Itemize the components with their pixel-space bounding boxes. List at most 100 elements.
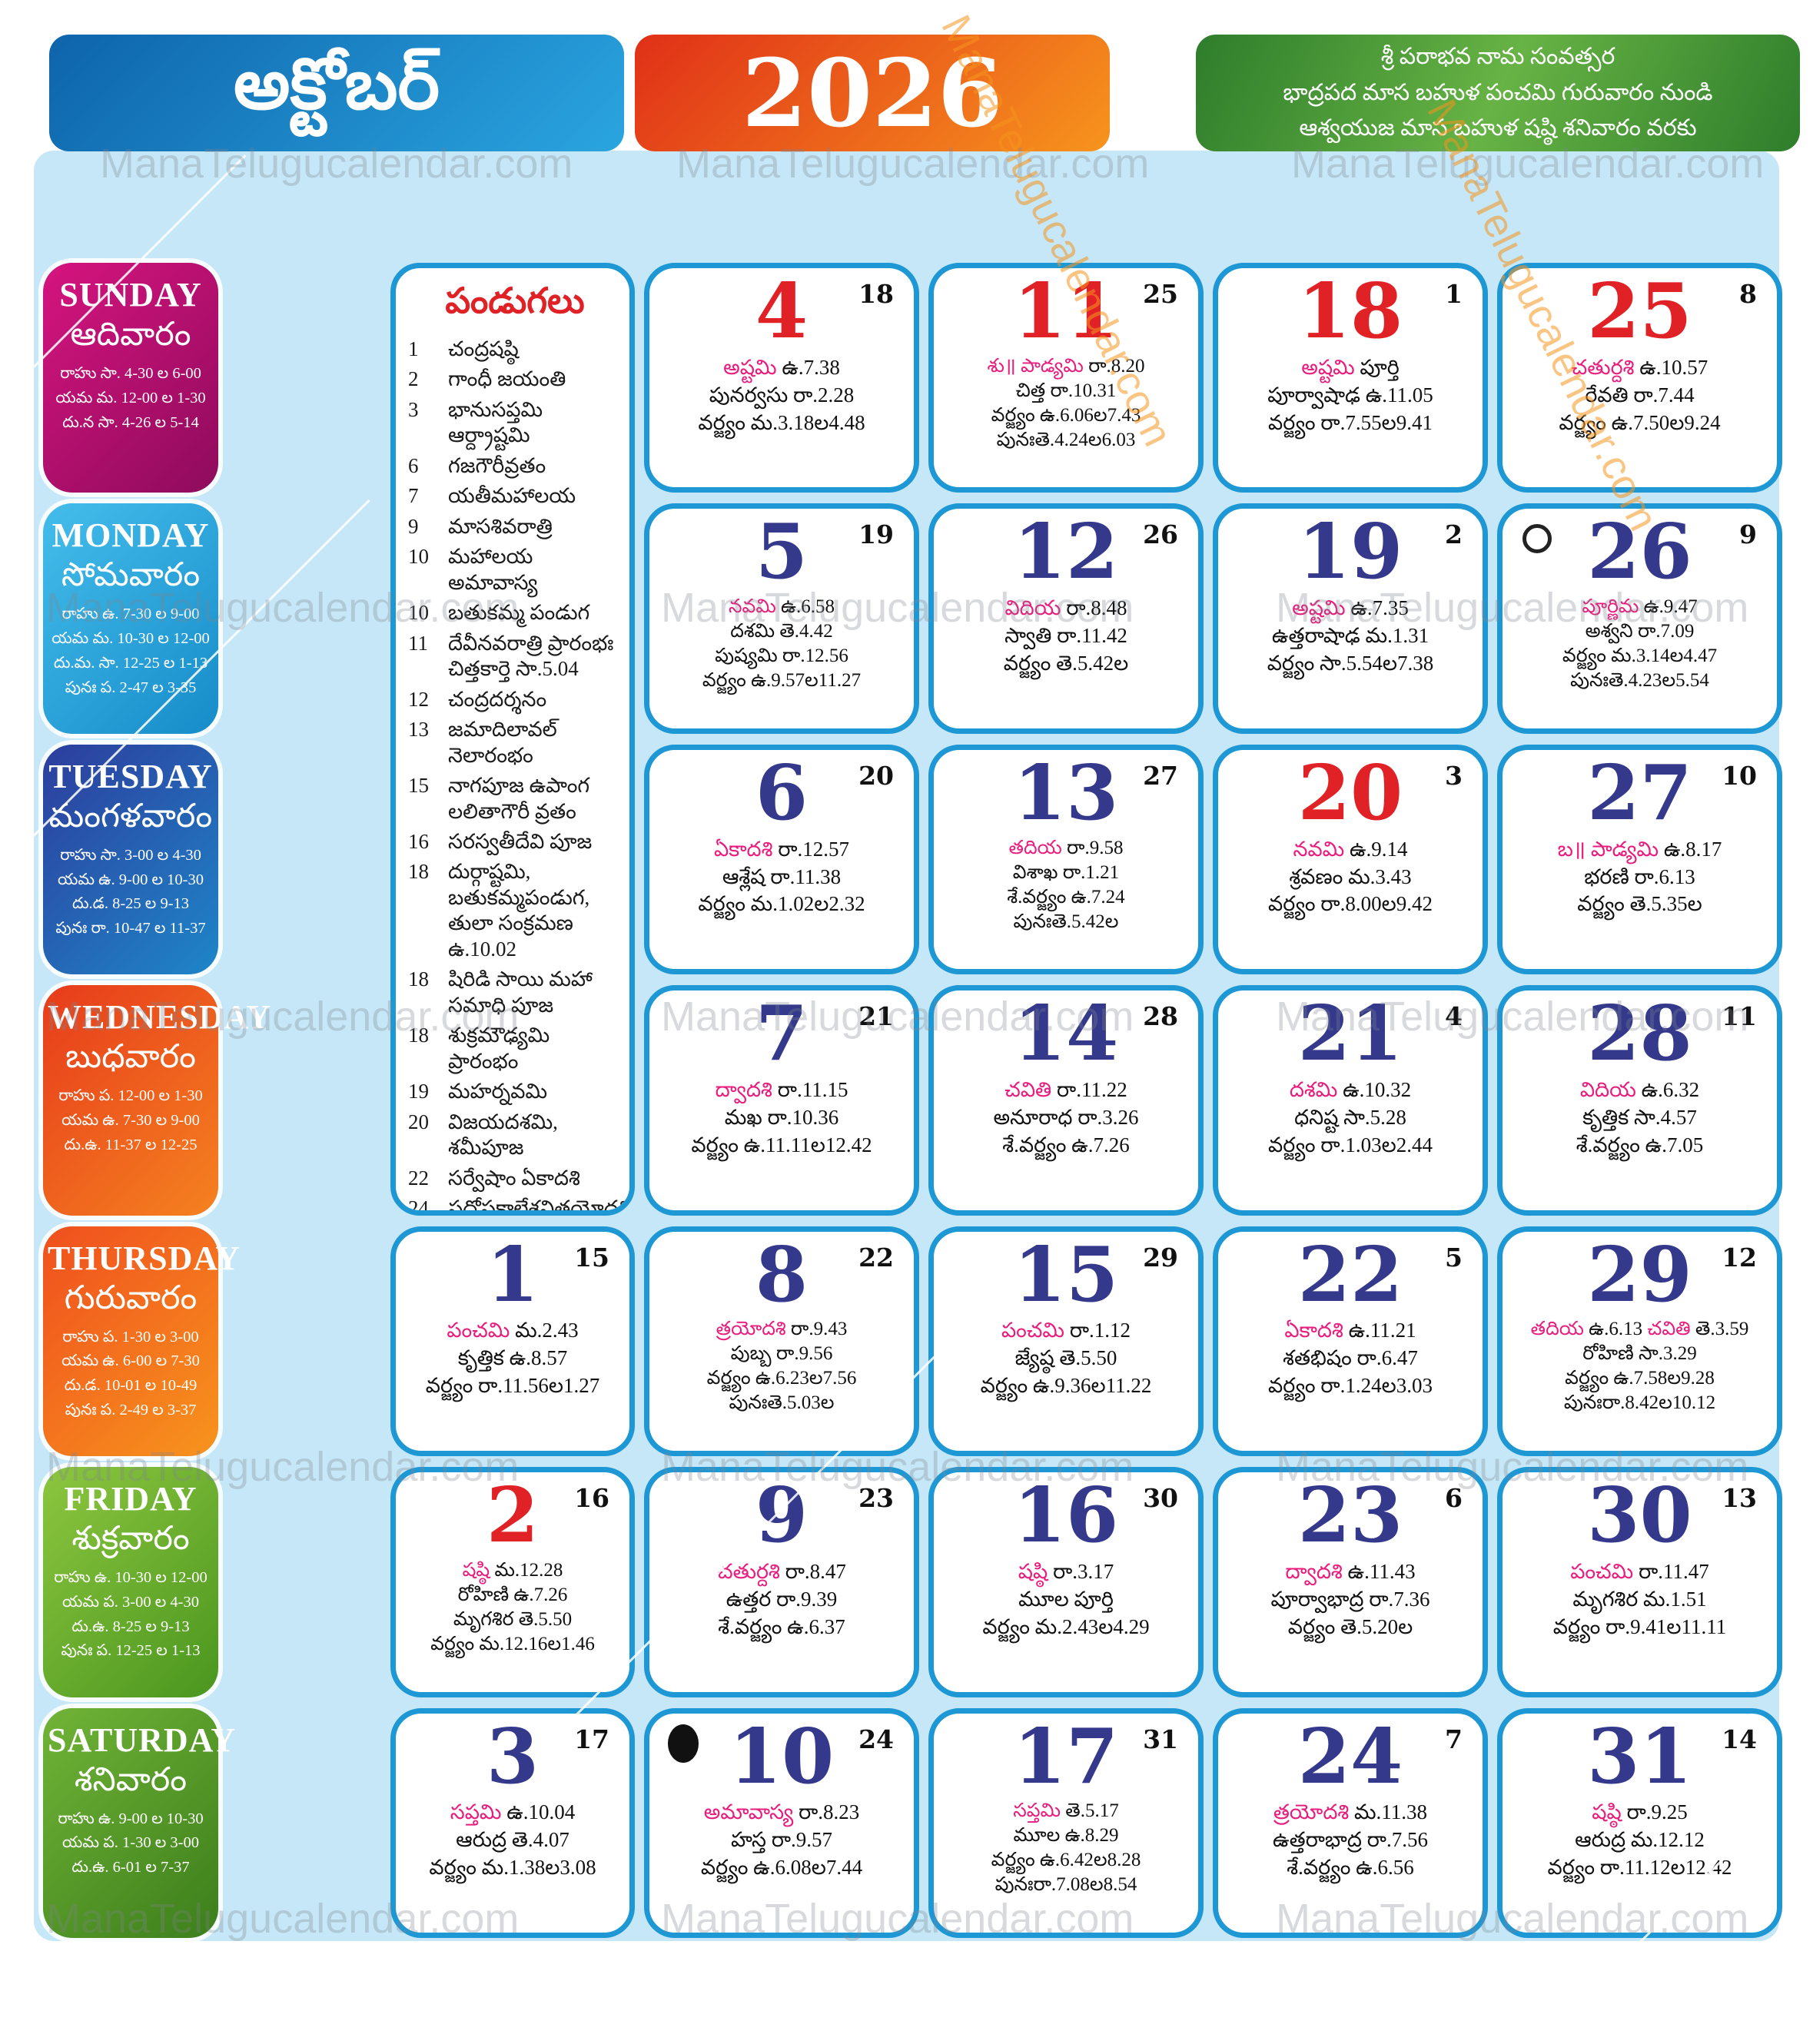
festival-item: 18 దుర్గాష్టమి, బతుకమ్మపండుగ, తులా సంక్రమ… [408,859,622,962]
panchangam-text: ఆశ్లేష రా.11.38 [722,864,842,888]
samvatsara-line-2: భాద్రపద మాస బహుళ పంచమి గురువారం నుండి [1283,79,1713,105]
weekday-timing-line: రాహు సా. 4-30 ల 6-00 [60,365,201,382]
festival-item: 19 మహర్నవమి [408,1079,622,1104]
panchangam-text: రా.11.22 [1051,1078,1127,1102]
festival-name: చంద్రదర్శనం [448,687,547,711]
panchangam-lines: త్రయోదశి రా.9.43 పుబ్బ రా.9.56 వర్జ్యం ఉ.6… [649,1317,914,1415]
corner-number: 21 [858,1001,894,1032]
panchangam-text: అశ్వని రా.7.09 [1585,621,1695,642]
festival-date: 12 [408,687,429,711]
weekday-timing-line: రాహు ఉ. 10-30 ల 12-00 [54,1569,208,1587]
panchangam-lines: చవితి రా.11.22 అనూరాధ రా.3.26 శే.వర్జ్యం ఉ… [934,1077,1198,1160]
panchangam-line: జ్యేష్ఠ తె.5.50 [934,1345,1198,1372]
panchangam-line: విదియ ఉ.6.32 [1503,1077,1777,1104]
panchangam-text: విశాఖ రా.1.21 [1012,861,1120,883]
weekday-timing-line: దు.న సా. 4-26 ల 5-14 [62,413,199,431]
panchangam-lines: విదియ ఉ.6.32 కృత్తిక సా.4.57 శే.వర్జ్యం ఉ.… [1503,1077,1777,1160]
panchangam-line: పునఃతె.4.23ల5.54 [1503,669,1777,693]
panchangam-text: ఆరుద్ర తె.4.07 [456,1828,569,1852]
panchangam-line: వర్జ్యం ఉ.6.08ల7.44 [649,1854,914,1882]
panchangam-line: రోహిణి ఉ.7.26 [396,1583,629,1608]
panchangam-lines: ఏకాదశి రా.12.57 ఆశ్లేష రా.11.38 వర్జ్యం మ.… [649,836,914,919]
date-cell-27: 10 27 బ॥ పాడ్యమి ఉ.8.17 భరణి రా.6.13 వర్జ్యం… [1497,744,1782,975]
panchangam-text: ఉ.8.17 [1659,837,1722,861]
corner-number: 8 [1739,279,1757,309]
panchangam-line: చవితి రా.11.22 [934,1077,1198,1104]
festival-name: గాంధీ జయంతి [448,367,566,391]
festival-name: మహర్నవమి [448,1080,548,1103]
year-title-box: 2026 [635,35,1110,151]
panchangam-line: ఆశ్లేష రా.11.38 [649,864,914,891]
panchangam-line: కృత్తిక ఉ.8.57 [396,1345,629,1372]
festival-item: 13 జమాదిలావల్ నెలారంభం [408,717,622,768]
weekday-name-te: మంగళవారం [48,798,213,835]
panchangam-text: రా.8.47 [779,1559,846,1583]
weekday-name-en: FRIDAY [64,1480,198,1518]
corner-number: 5 [1445,1242,1463,1273]
festival-name: సర్వేషాం ఏకాదశి [448,1166,580,1190]
weekday-timing-line: పునః ప. 2-49 ల 3-37 [65,1401,197,1419]
panchangam-text: వర్జ్యం రా.8.00ల9.42 [1268,892,1433,916]
tithi-name: విదియ [1004,596,1061,620]
weekday-name-en: SUNDAY [59,276,202,314]
date-number: 15 [1013,1230,1119,1319]
panchangam-lines: షష్ఠి రా.3.17 మూల పూర్తి వర్జ్యం మ.2.43ల4.… [934,1558,1198,1641]
panchangam-line: శే.వర్జ్యం ఉ.6.37 [649,1614,914,1641]
panchangam-line: సప్తమి తె.5.17 [934,1799,1198,1823]
panchangam-text: వర్జ్యం ఉ.7.50ల9.24 [1559,410,1721,434]
panchangam-text: కృత్తిక సా.4.57 [1582,1105,1697,1129]
corner-number: 1 [1445,279,1463,309]
panchangam-text: వర్జ్యం ఉ.7.58ల9.28 [1565,1368,1715,1389]
panchangam-text: వర్జ్యం ఉ.6.42ల8.28 [991,1850,1141,1871]
corner-number: 19 [858,519,894,550]
panchangam-line: వర్జ్యం రా.9.41ల11.11 [1503,1614,1777,1641]
corner-number: 11 [1722,1001,1757,1032]
panchangam-line: పంచమి రా.1.12 [934,1317,1198,1345]
weekday-timing-line: దు.ఉ. 8-25 ల 9-13 [71,1618,190,1635]
festivals-list: 1 చంద్రషష్ఠి 2 గాంధీ జయంతి 3 భానుసప్తమి ఆర్ద్… [408,337,629,1210]
weekday-name-en: TUESDAY [48,757,213,795]
tithi-name: శు॥ పాడ్యమి [987,355,1084,377]
date-number: 13 [1013,748,1119,838]
panchangam-line: పూర్ణిమ ఉ.9.47 [1503,595,1777,619]
panchangam-line: సప్తమి ఉ.10.04 [396,1799,629,1827]
panchangam-text: ఉ.6.32 [1635,1078,1700,1102]
panchangam-line: శే.వర్జ్యం ఉ.7.26 [934,1132,1198,1160]
panchangam-line: పూర్వాషాఢ ఉ.11.05 [1218,382,1483,410]
festival-date: 18 [408,967,429,991]
panchangam-text: పుష్యమి రా.12.56 [715,645,848,667]
panchangam-line: వర్జ్యం రా.11.56ల1.27 [396,1372,629,1400]
panchangam-line: దశమి తె.4.42 [649,619,914,644]
full-moon-icon [1522,524,1552,554]
date-cell-24: 7 24 త్రయోదశి మ.11.38 ఉత్తరాభాద్ర రా.7.56 శే… [1213,1707,1488,1938]
panchangam-text: మృగశిర మ.1.51 [1572,1587,1707,1611]
weekday-name-en: THURSDAY [48,1239,241,1277]
panchangam-line: రేవతి రా.7.44 [1503,382,1777,410]
panchangam-lines: అష్టమి ఉ.7.35 ఉత్తరాషాఢ మ.1.31 వర్జ్యం సా.… [1218,595,1483,678]
festival-date: 16 [408,829,429,853]
tithi-name: త్రయోదశి [716,1319,786,1340]
festival-item: 10 మహాలయ అమావాస్య [408,544,622,596]
panchangam-line: వర్జ్యం మ.12.16ల1.46 [396,1632,629,1657]
date-cell-28: 11 28 విదియ ఉ.6.32 కృత్తిక సా.4.57 శే.వర్జ్య… [1497,985,1782,1216]
panchangam-line: వర్జ్యం తె.5.20ల [1218,1614,1483,1641]
panchangam-text: మఖ రా.10.36 [724,1105,839,1129]
panchangam-text: పునర్వసు రా.2.28 [709,383,855,406]
panchangam-text: భరణి రా.6.13 [1584,864,1695,888]
panchangam-text: కృత్తిక ఉ.8.57 [457,1346,568,1370]
samvatsara-info-box: శ్రీ పరాభవ నామ సంవత్సర భాద్రపద మాస బహుళ … [1196,35,1800,151]
panchangam-text: పూర్తి [1354,355,1400,379]
corner-number: 17 [574,1724,609,1754]
date-cell-21: 4 21 దశమి ఉ.10.32 ధనిష్ట సా.5.28 వర్జ్యం రా.… [1213,985,1488,1216]
weekday-timing-line: పునః రా. 10-47 ల 11-37 [55,920,206,937]
date-cell-18: 1 18 అష్టమి పూర్తి పూర్వాషాఢ ఉ.11.05 వర్జ్యం… [1213,263,1488,493]
weekday-name-te: సోమవారం [61,557,201,594]
corner-number: 20 [858,760,894,791]
panchangam-text: రేవతి రా.7.44 [1585,383,1695,406]
date-number: 7 [755,990,809,1079]
panchangam-text: వర్జ్యం మ.1.02ల2.32 [698,892,865,916]
panchangam-line: వర్జ్యం రా.7.55ల9.41 [1218,410,1483,437]
panchangam-lines: త్రయోదశి మ.11.38 ఉత్తరాభాద్ర రా.7.56 శే.వర… [1218,1799,1483,1882]
weekday-block-wednesday: WEDNESDAY బుధవారం రాహు ప. 12-00 ల 1-30 యమ ఉ… [43,985,271,1216]
date-cell-17: 31 17 సప్తమి తె.5.17 మూల ఉ.8.29 వర్జ్యం ఉ.6.… [928,1707,1204,1938]
